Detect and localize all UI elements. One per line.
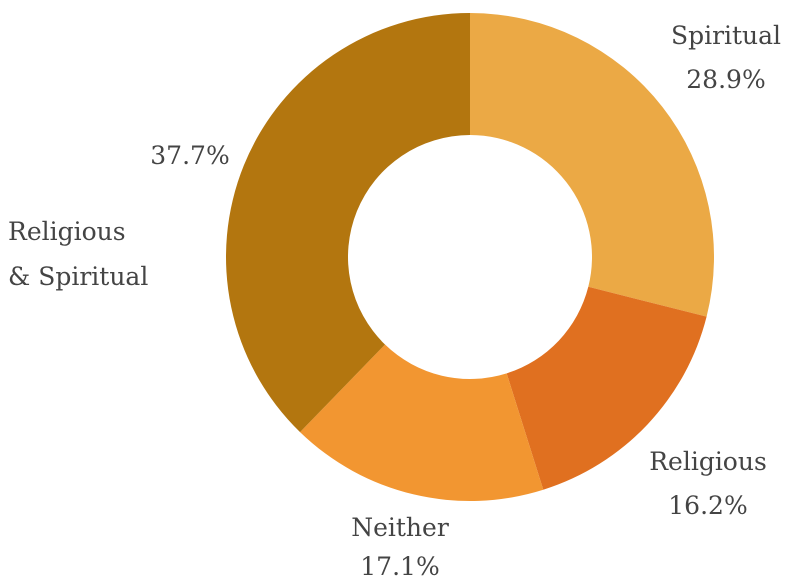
- slices: [226, 13, 714, 501]
- slice-label-religious-spiritual-line1: Religious: [8, 217, 126, 246]
- slice-value-spiritual: 28.9%: [686, 65, 765, 94]
- slice-religious: [506, 286, 707, 490]
- slice-neither: [300, 344, 544, 501]
- slice-value-neither: 17.1%: [360, 552, 439, 580]
- slice-label-religious-spiritual-line2: & Spiritual: [8, 262, 148, 291]
- slice-value-religious-spiritual: 37.7%: [150, 141, 229, 170]
- slice-spiritual: [470, 13, 714, 317]
- slice-value-religious: 16.2%: [668, 491, 747, 520]
- slice-label-neither: Neither: [351, 513, 449, 542]
- slice-label-religious: Religious: [649, 447, 767, 476]
- slice-religious-spiritual: [226, 13, 470, 433]
- slice-label-spiritual: Spiritual: [671, 21, 781, 50]
